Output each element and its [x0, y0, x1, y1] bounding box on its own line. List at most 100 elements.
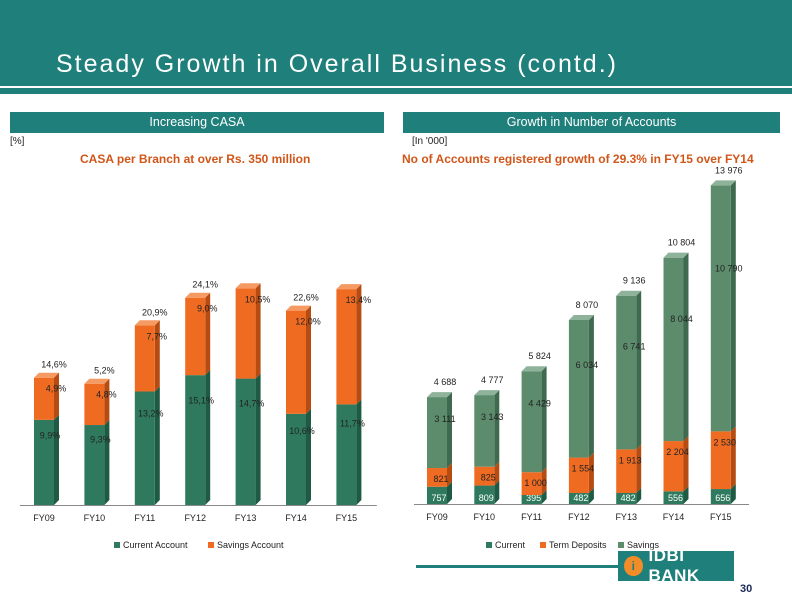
casa-bar-side-1-2: [154, 320, 160, 392]
accounts-bar-top-4: [616, 290, 642, 296]
accounts-tick-fy14: FY14: [663, 512, 685, 522]
casa-label-current-account-fy12: 15,1%: [188, 396, 214, 406]
accounts-bar-side-0-0: [447, 481, 452, 504]
casa-bar-side-1-4: [255, 283, 261, 379]
accounts-label-savings-fy09: 3 111: [434, 414, 455, 424]
accounts-total-label-fy12: 8 070: [576, 300, 599, 310]
accounts-bar-savings-fy11: [521, 371, 542, 473]
casa-bar-side-1-0: [54, 372, 59, 420]
accounts-label-savings-fy14: 8 044: [670, 314, 693, 324]
casa-bar-current-account-fy13: [235, 378, 256, 505]
accounts-bar-side-0-3: [588, 488, 594, 504]
accounts-legend-swatch-current: [486, 542, 492, 548]
page-number: 30: [740, 583, 753, 595]
accounts-bar-top-5: [663, 252, 689, 258]
accounts-bar-term-deposits-fy14: [663, 441, 684, 492]
accounts-label-current-fy09: 757: [431, 493, 446, 503]
casa-legend-swatch-savings-account: [208, 542, 214, 548]
casa-bar-top-4: [235, 283, 261, 289]
accounts-label-current-fy13: 482: [621, 493, 636, 503]
casa-bar-top-5: [286, 305, 311, 311]
accounts-total-label-fy14: 10 804: [668, 238, 696, 248]
accounts-bar-side-2-3: [588, 315, 594, 458]
casa-label-current-account-fy15: 11,7%: [340, 419, 365, 429]
accounts-bar-side-2-0: [447, 392, 452, 469]
accounts-label-term-deposits-fy13: 1 913: [619, 455, 642, 465]
accounts-total-label-fy11: 5 824: [528, 351, 551, 361]
accounts-bar-side-2-5: [683, 252, 689, 442]
casa-total-label-fy14: 22,6%: [293, 293, 319, 303]
accounts-bar-side-1-3: [588, 452, 594, 494]
accounts-tick-fy09: FY09: [426, 512, 448, 522]
accounts-label-term-deposits-fy11: 1 000: [524, 478, 547, 488]
bottom-rule: [416, 565, 734, 568]
accounts-bar-current-fy14: [663, 491, 684, 504]
accounts-label-term-deposits-fy09: 821: [433, 474, 448, 484]
accounts-bar-top-1: [474, 390, 500, 396]
accounts-tick-fy13: FY13: [615, 512, 637, 522]
right-panel-header: Growth in Number of Accounts: [403, 112, 780, 133]
accounts-legend-term-deposits: Term Deposits: [549, 540, 607, 550]
casa-bar-side-1-1: [104, 378, 110, 426]
accounts-tick-fy11: FY11: [521, 512, 542, 522]
accounts-label-term-deposits-fy12: 1 554: [572, 464, 595, 474]
casa-label-savings-account-fy15: 13,4%: [346, 295, 372, 305]
accounts-bar-side-1-2: [541, 467, 547, 495]
accounts-bar-term-deposits-fy15: [710, 431, 731, 490]
casa-bar-side-0-0: [54, 414, 59, 505]
casa-bar-current-account-fy12: [185, 375, 206, 505]
accounts-bar-current-fy15: [710, 489, 731, 504]
right-subtitle: No of Accounts registered growth of 29.3…: [402, 152, 754, 166]
accounts-bar-side-1-5: [683, 436, 689, 492]
casa-bar-savings-account-fy13: [235, 288, 256, 379]
casa-tick-fy15: FY15: [336, 513, 358, 523]
accounts-bar-side-1-4: [636, 444, 642, 494]
accounts-bar-top-2: [521, 366, 547, 372]
accounts-bar-side-0-5: [683, 486, 689, 504]
casa-bar-top-0: [34, 372, 59, 378]
accounts-bar-side-0-2: [541, 489, 547, 504]
accounts-label-savings-fy12: 6 034: [576, 360, 599, 370]
accounts-tick-fy15: FY15: [710, 512, 732, 522]
accounts-label-current-fy12: 482: [573, 493, 588, 503]
accounts-bar-term-deposits-fy11: [521, 472, 542, 495]
right-unit-label: [In '000]: [412, 136, 448, 147]
accounts-bar-side-1-0: [447, 463, 452, 487]
header-band: [0, 0, 792, 94]
casa-bar-side-1-3: [205, 292, 211, 376]
accounts-total-label-fy13: 9 136: [623, 276, 646, 286]
accounts-bar-top-6: [710, 180, 736, 186]
casa-tick-fy09: FY09: [33, 513, 55, 523]
accounts-bar-side-0-1: [494, 480, 500, 504]
casa-tick-fy13: FY13: [235, 513, 257, 523]
accounts-legend-swatch-savings: [618, 542, 624, 548]
accounts-label-current-fy14: 556: [668, 493, 683, 503]
accounts-bar-top-3: [568, 315, 594, 321]
casa-tick-fy14: FY14: [285, 513, 307, 523]
casa-label-savings-account-fy09: 4,9%: [46, 384, 67, 394]
left-unit-label: [%]: [10, 136, 25, 147]
casa-label-savings-account-fy13: 10,5%: [245, 294, 271, 304]
accounts-bar-side-2-6: [730, 180, 736, 432]
casa-bar-top-6: [336, 284, 362, 290]
casa-bar-side-0-1: [104, 420, 110, 505]
accounts-label-current-fy10: 809: [479, 493, 494, 503]
accounts-bar-current-fy09: [427, 486, 447, 504]
casa-label-savings-account-fy10: 4,8%: [96, 390, 117, 400]
accounts-bar-term-deposits-fy13: [616, 449, 637, 494]
accounts-bar-side-1-6: [730, 426, 736, 490]
casa-total-label-fy09: 14,6%: [41, 360, 67, 370]
accounts-bar-current-fy10: [474, 485, 495, 504]
casa-bar-current-account-fy11: [134, 391, 155, 505]
accounts-bar-term-deposits-fy12: [568, 457, 589, 494]
casa-bar-current-account-fy15: [336, 404, 357, 505]
accounts-bar-side-2-1: [494, 390, 500, 467]
accounts-label-savings-fy13: 6 741: [623, 341, 646, 351]
casa-bar-side-0-4: [255, 373, 261, 505]
accounts-bar-current-fy11: [521, 494, 542, 504]
accounts-bar-term-deposits-fy10: [474, 466, 495, 486]
casa-bar-current-account-fy09: [34, 419, 54, 505]
casa-bar-side-1-6: [356, 284, 362, 405]
casa-bar-side-1-5: [306, 305, 311, 414]
casa-label-savings-account-fy12: 9,0%: [197, 304, 218, 314]
